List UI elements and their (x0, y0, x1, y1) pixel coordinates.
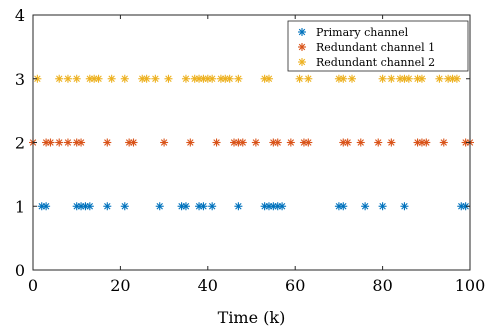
data-point (422, 138, 431, 147)
legend-entry: Redundant channel 2 (298, 56, 435, 69)
x-tick-label: 80 (372, 276, 392, 295)
data-point (55, 74, 64, 83)
legend-marker (298, 43, 306, 51)
data-point (160, 138, 169, 147)
x-tick-label: 20 (110, 276, 130, 295)
data-point (387, 138, 396, 147)
data-point (400, 202, 409, 211)
legend-marker (298, 28, 306, 36)
axis-ticks (32, 14, 471, 271)
data-point (186, 138, 195, 147)
data-point (107, 74, 116, 83)
data-point (264, 74, 273, 83)
data-point (374, 138, 383, 147)
data-point (435, 74, 444, 83)
legend-label: Redundant channel 2 (316, 56, 435, 69)
data-point (151, 74, 160, 83)
plot-area (29, 74, 474, 211)
data-point (120, 74, 129, 83)
legend: Primary channel Redundant channel 1 Redund… (287, 20, 469, 72)
x-tick-label: 60 (285, 276, 305, 295)
data-point (273, 138, 282, 147)
data-point (304, 74, 313, 83)
y-tick-label: 2 (15, 134, 25, 153)
data-point (378, 202, 387, 211)
tick-labels: 0 20 40 60 80 100 0 1 2 3 4 (15, 6, 485, 295)
data-point (120, 202, 129, 211)
x-tick-label: 0 (28, 276, 38, 295)
data-point (77, 138, 86, 147)
data-point (225, 74, 234, 83)
legend-marker (298, 58, 306, 66)
data-point (142, 74, 151, 83)
series-1 (37, 202, 470, 211)
data-point (85, 202, 94, 211)
data-point (339, 74, 348, 83)
y-tick-label: 4 (15, 6, 25, 25)
data-point (94, 74, 103, 83)
legend-entry: Redundant channel 1 (298, 41, 435, 54)
data-point (155, 202, 164, 211)
data-point (63, 74, 72, 83)
data-point (356, 138, 365, 147)
data-point (72, 74, 81, 83)
data-point (164, 74, 173, 83)
data-point (439, 138, 448, 147)
legend-label: Primary channel (316, 26, 409, 39)
data-point (212, 138, 221, 147)
data-point (238, 138, 247, 147)
data-point (304, 138, 313, 147)
data-point (348, 74, 357, 83)
legend-entry: Primary channel (298, 26, 409, 39)
data-point (55, 138, 64, 147)
data-point (208, 202, 217, 211)
data-point (278, 202, 287, 211)
data-point (181, 202, 190, 211)
data-point (234, 74, 243, 83)
data-point (234, 202, 243, 211)
data-point (63, 138, 72, 147)
data-point (461, 202, 470, 211)
x-tick-label: 40 (198, 276, 218, 295)
data-point (103, 202, 112, 211)
data-point (339, 202, 348, 211)
legend-box (287, 20, 469, 72)
data-point (417, 74, 426, 83)
y-tick-label: 0 (15, 261, 25, 280)
data-point (129, 138, 138, 147)
x-axis-label: Time (k) (218, 308, 286, 327)
data-point (199, 202, 208, 211)
data-point (42, 202, 51, 211)
data-point (361, 202, 370, 211)
data-point (286, 138, 295, 147)
data-point (404, 74, 413, 83)
series-3 (33, 74, 461, 83)
x-tick-label: 100 (455, 276, 486, 295)
data-point (181, 74, 190, 83)
data-point (46, 138, 55, 147)
data-point (251, 138, 260, 147)
data-point (387, 74, 396, 83)
data-point (295, 74, 304, 83)
y-tick-label: 1 (15, 197, 25, 216)
data-point (343, 138, 352, 147)
data-point (452, 74, 461, 83)
data-point (378, 74, 387, 83)
y-tick-label: 3 (15, 70, 25, 89)
series-2 (29, 138, 474, 147)
data-point (208, 74, 217, 83)
legend-label: Redundant channel 1 (316, 41, 435, 54)
data-point (103, 138, 112, 147)
